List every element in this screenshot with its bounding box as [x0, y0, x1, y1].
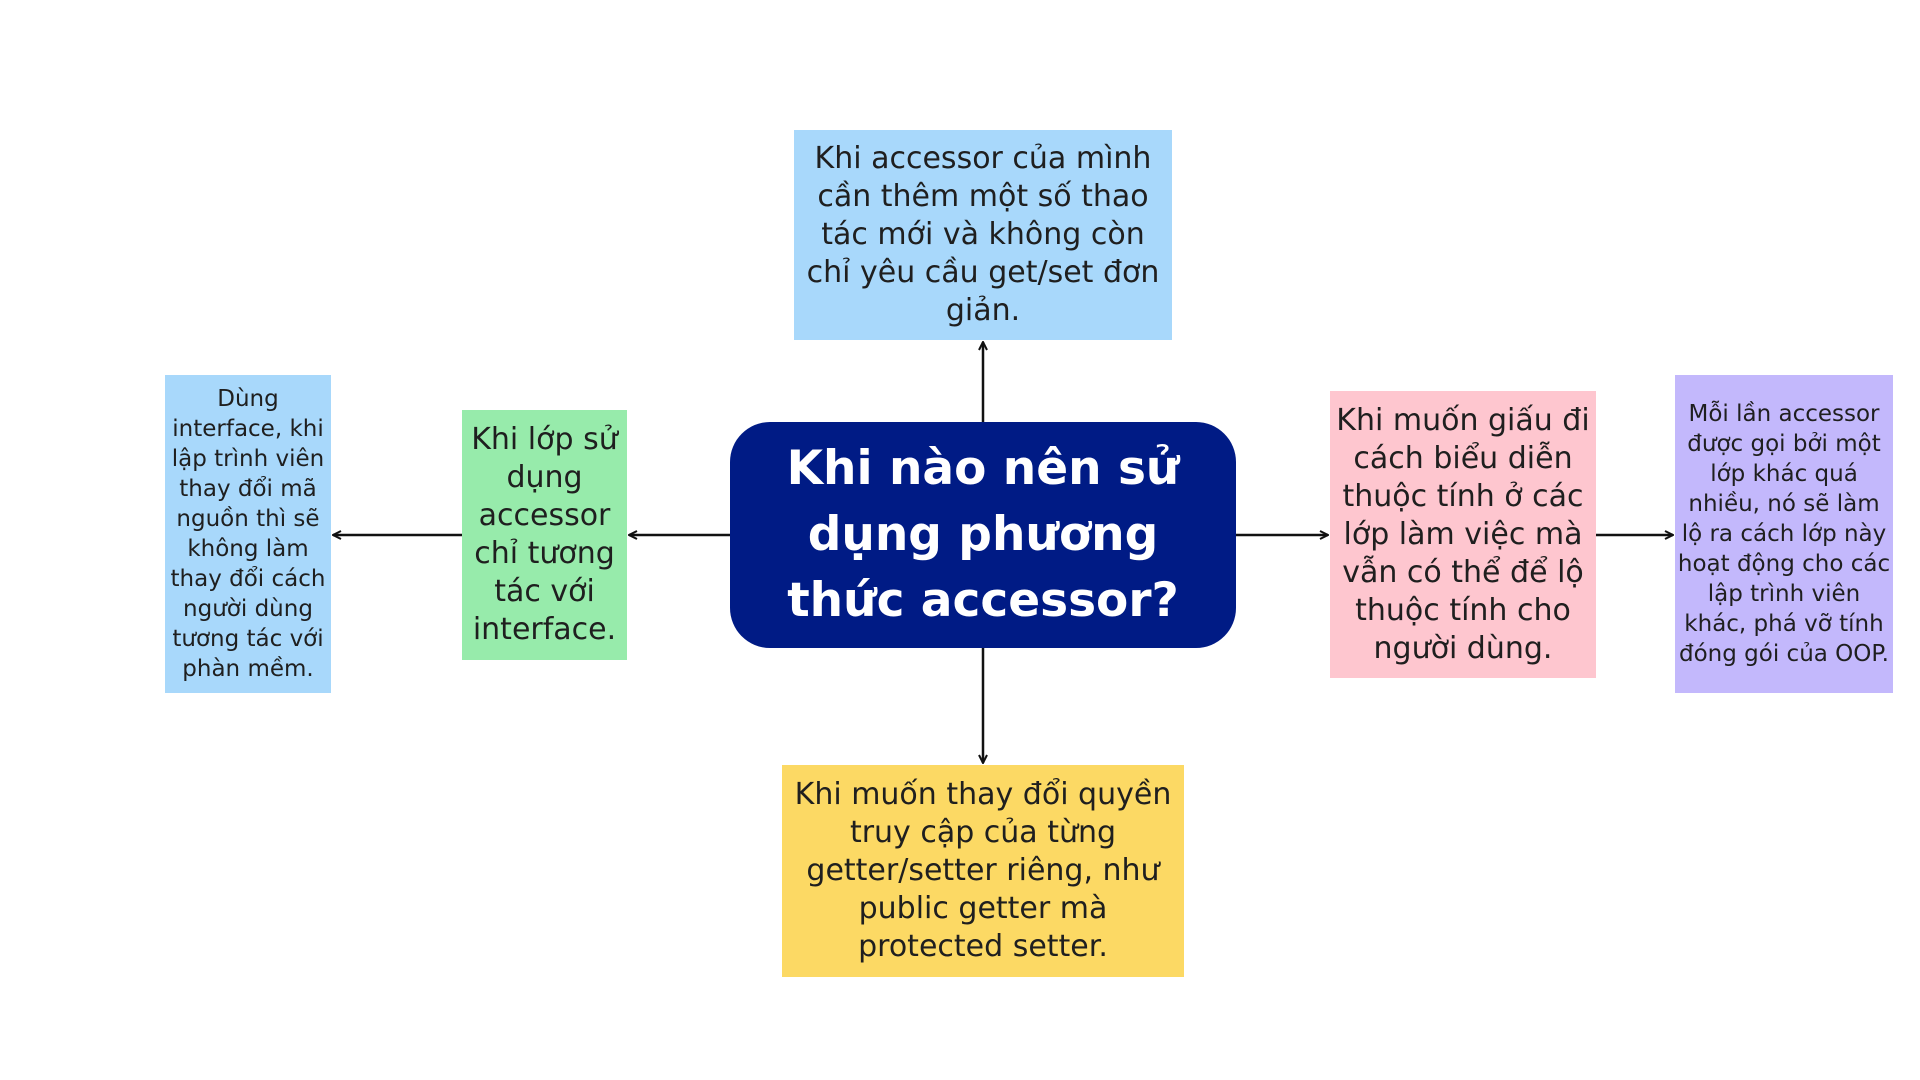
top-node-text: Khi accessor của mình cần thêm một số th… [806, 141, 1160, 328]
right-node-text: Khi muốn giấu đi cách biểu diễn thuộc tí… [1336, 402, 1590, 666]
far-right-node: Mỗi lần accessor được gọi bởi một lớp kh… [1675, 375, 1893, 693]
far-left-node: Dùng interface, khi lập trình viên thay … [165, 375, 331, 693]
far-right-node-text: Mỗi lần accessor được gọi bởi một lớp kh… [1677, 401, 1891, 667]
far-left-node-text: Dùng interface, khi lập trình viên thay … [170, 386, 326, 682]
bottom-node: Khi muốn thay đổi quyền truy cập của từn… [782, 765, 1184, 977]
right-node: Khi muốn giấu đi cách biểu diễn thuộc tí… [1330, 391, 1596, 678]
top-node: Khi accessor của mình cần thêm một số th… [794, 130, 1172, 340]
bottom-node-text: Khi muốn thay đổi quyền truy cập của từn… [794, 777, 1172, 964]
left-node: Khi lớp sử dụng accessor chỉ tương tác v… [462, 410, 627, 660]
central-question-node: Khi nào nên sử dụng phương thức accessor… [730, 422, 1236, 648]
central-question-text: Khi nào nên sử dụng phương thức accessor… [786, 441, 1180, 628]
left-node-text: Khi lớp sử dụng accessor chỉ tương tác v… [471, 422, 618, 647]
